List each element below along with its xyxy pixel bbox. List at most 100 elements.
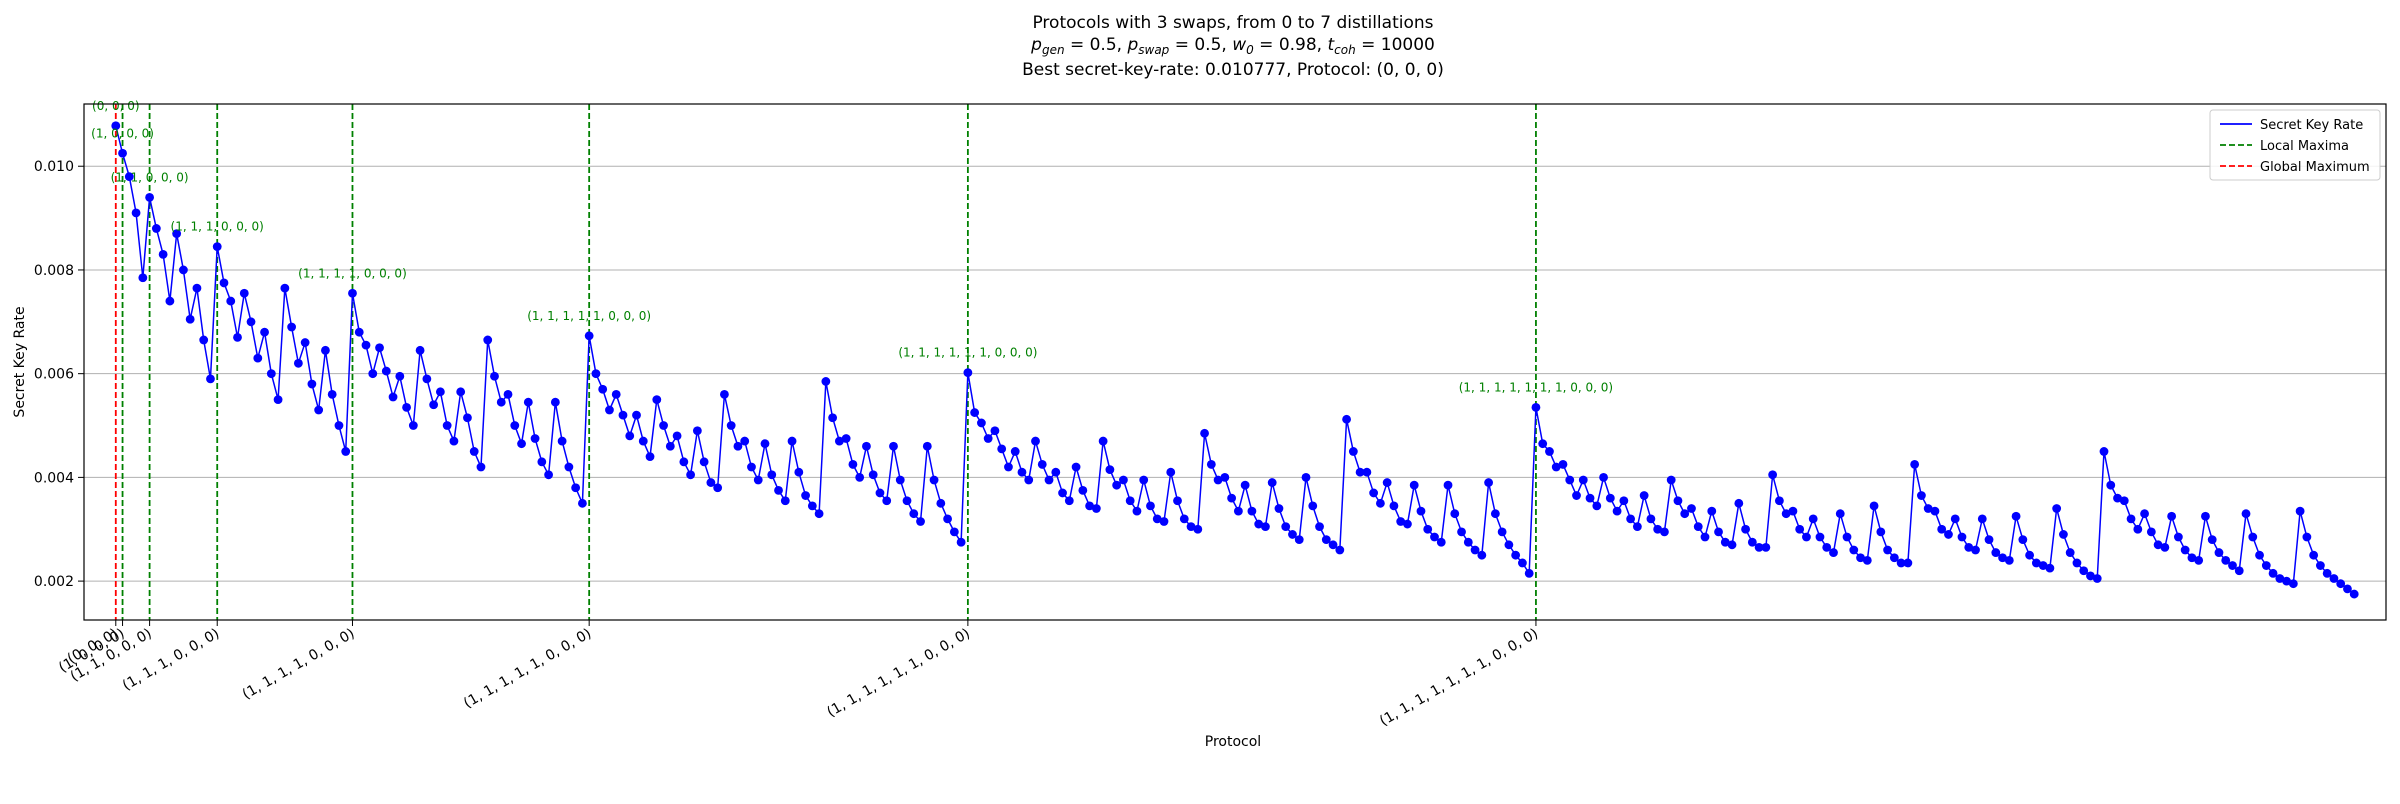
data-point (1125, 496, 1135, 506)
param-subscript: gen (1042, 43, 1065, 57)
data-point (111, 121, 121, 131)
data-point (2059, 530, 2068, 539)
data-point (1950, 514, 1960, 524)
data-point (1051, 467, 1061, 477)
param-text: = 10000 (1356, 35, 1435, 55)
data-point (2241, 509, 2251, 519)
data-point (523, 397, 533, 407)
data-point (753, 475, 763, 485)
data-point (1490, 509, 1500, 519)
data-point (706, 478, 716, 487)
param-subscript: 0 (1246, 43, 1254, 57)
maxima-lines (114, 104, 1537, 620)
data-point (1646, 514, 1656, 524)
data-point (476, 462, 486, 472)
data-point (1342, 414, 1351, 424)
data-point (1714, 527, 1723, 537)
data-point (1220, 472, 1230, 482)
data-point (503, 390, 513, 399)
data-point (686, 470, 696, 480)
y-tick-label: 0.008 (34, 263, 74, 279)
x-tick-label: (1, 1, 1, 1, 1, 1, 1, 0, 0, 0) (1377, 626, 1541, 730)
data-point (1524, 568, 1534, 578)
data-point (321, 345, 330, 355)
data-point (2160, 542, 2170, 552)
data-point (1835, 509, 1845, 519)
data-point (327, 390, 337, 399)
data-point (415, 345, 425, 355)
data-point (293, 358, 303, 368)
data-point (2099, 447, 2109, 456)
data-point (1091, 504, 1101, 513)
data-point (970, 408, 980, 417)
data-point (1071, 462, 1081, 472)
data-point (1119, 475, 1128, 485)
data-point (794, 467, 804, 477)
data-point (828, 413, 838, 423)
data-point (1693, 522, 1703, 532)
data-point (1747, 537, 1757, 547)
data-point (645, 452, 655, 462)
data-point (1680, 509, 1690, 519)
data-point (422, 374, 432, 384)
data-point (1761, 542, 1771, 552)
data-point (652, 395, 662, 404)
data-point (368, 369, 378, 379)
data-point (1626, 514, 1636, 524)
data-point (1876, 527, 1886, 537)
data-point (665, 441, 675, 451)
data-point (1795, 524, 1805, 534)
data-point (801, 491, 810, 500)
data-point (1031, 436, 1040, 446)
legend-label: Secret Key Rate (2260, 118, 2363, 133)
data-point (1064, 496, 1074, 506)
data-point (2004, 555, 2014, 565)
data-point (1186, 522, 1196, 532)
data-point (2207, 535, 2217, 545)
data-point (1849, 545, 1859, 555)
data-point (1632, 522, 1642, 532)
data-point (2322, 568, 2332, 578)
data-point (1463, 537, 1473, 547)
data-point (361, 340, 371, 350)
data-point (814, 509, 824, 519)
data-point (1470, 545, 1480, 555)
data-point (1200, 428, 1209, 438)
data-point (2038, 561, 2048, 570)
data-point (1423, 524, 1433, 534)
data-point (1815, 532, 1825, 542)
data-point (402, 402, 411, 412)
legend-box (2209, 109, 2381, 181)
data-point (1105, 465, 1115, 475)
data-point (1930, 506, 1940, 516)
data-point (1883, 545, 1892, 555)
data-point (1944, 530, 1953, 539)
data-point (956, 537, 966, 547)
data-point (1335, 545, 1345, 555)
data-point (1605, 493, 1615, 503)
data-point (1666, 475, 1676, 485)
data-point (456, 387, 466, 397)
data-point (2288, 579, 2298, 589)
data-point (1315, 522, 1324, 532)
data-point (1545, 447, 1554, 456)
data-point (2282, 576, 2291, 586)
data-point (943, 514, 952, 524)
data-point (381, 366, 391, 376)
data-point (2025, 550, 2035, 560)
data-point (1700, 532, 1710, 542)
data-point (895, 475, 905, 485)
data-point (557, 436, 567, 446)
data-point (672, 431, 682, 441)
data-point (1889, 553, 1899, 563)
data-point (2018, 535, 2028, 545)
data-point (1585, 493, 1595, 503)
data-point (1734, 498, 1744, 508)
data-point (1903, 558, 1913, 568)
data-point (1991, 548, 2001, 557)
data-point (199, 335, 209, 345)
param-text: = 0.98, (1254, 35, 1328, 55)
data-point (2065, 548, 2075, 557)
data-point (1017, 467, 1027, 477)
